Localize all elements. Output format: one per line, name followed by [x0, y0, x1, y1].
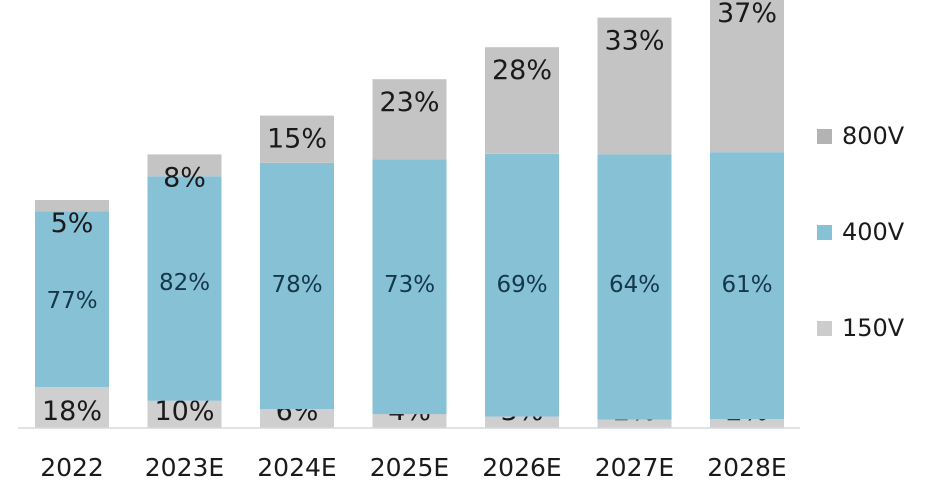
bar-segment-800v-2022 [35, 200, 109, 212]
bar-segment-150v-2028e [710, 419, 784, 428]
bar-segment-800v-2027e [597, 17, 672, 155]
data-label-400v-2025e: 73% [384, 272, 435, 298]
data-label-150v-2023e: 10% [154, 396, 214, 427]
bar-segment-150v-2027e [597, 419, 672, 428]
bar-group-2026e: 3%69%28% [485, 47, 559, 428]
legend-swatch-400v [817, 225, 832, 240]
bar-group-2025e: 4%73%23% [372, 79, 447, 428]
bar-segment-150v-2022 [35, 387, 109, 428]
x-tick-label-2028e: 2028E [707, 453, 786, 482]
bar-group-2028e: 2%61%37% [710, 0, 784, 428]
data-label-800v-2023e: 8% [163, 162, 206, 193]
bar-segment-800v-2025e [372, 79, 447, 160]
x-tick-label-2023e: 2023E [145, 453, 224, 482]
legend-swatch-800v [817, 129, 832, 144]
legend-item-800v: 800V [817, 122, 905, 150]
bar-segment-800v-2028e [710, 0, 784, 153]
bar-segment-400v-2025e [372, 159, 447, 415]
legend-swatch-150v [817, 321, 832, 336]
x-tick-label-2026e: 2026E [482, 453, 561, 482]
x-axis-tick-labels: 2022 2023E 2024E 2025E 2026E 2027E 2028E [40, 453, 787, 482]
x-tick-label-2024e: 2024E [257, 453, 336, 482]
bar-segment-800v-2026e [485, 47, 559, 154]
bar-segment-800v-2023e [147, 154, 222, 177]
data-label-400v-2027e: 64% [609, 272, 660, 298]
bar-group-2024e: 6%78%15% [260, 115, 334, 428]
data-label-400v-2026e: 69% [496, 272, 547, 298]
data-label-400v-2024e: 78% [271, 272, 322, 298]
bar-segment-400v-2028e [710, 152, 784, 420]
data-label-800v-2027e: 33% [604, 26, 664, 57]
bar-segment-150v-2024e [260, 409, 334, 428]
bar-segment-400v-2026e [485, 153, 559, 417]
legend-item-400v: 400V [817, 218, 905, 246]
bar-segment-400v-2027e [597, 154, 672, 420]
bar-group-2022: 18% 77% 5% [35, 200, 109, 428]
data-label-800v-2028e: 37% [717, 0, 777, 29]
bar-group-2023e: 10% 82% 8% [147, 154, 222, 428]
data-label-400v-2022: 77% [46, 288, 97, 314]
data-label-800v-2022: 5% [51, 208, 94, 239]
bars-layer: 18%77%5%10%82%8%6%78%15%4%73%23%3%69%28%… [35, 0, 784, 428]
x-tick-label-2027e: 2027E [595, 453, 674, 482]
bar-segment-400v-2024e [260, 163, 334, 410]
bar-segment-150v-2026e [485, 416, 559, 428]
data-label-800v-2026e: 28% [492, 55, 552, 86]
legend-item-150v: 150V [817, 314, 905, 342]
x-tick-label-2022: 2022 [40, 453, 104, 482]
bar-segment-400v-2023e [147, 176, 222, 401]
bar-group-2027e: 2%64%33% [597, 17, 672, 428]
legend-label-150v: 150V [842, 314, 905, 342]
data-label-800v-2024e: 15% [267, 124, 327, 155]
bar-segment-150v-2023e [147, 400, 222, 428]
data-label-800v-2025e: 23% [379, 87, 439, 118]
legend-label-400v: 400V [842, 218, 905, 246]
x-tick-label-2025e: 2025E [370, 453, 449, 482]
data-label-400v-2028e: 61% [721, 272, 772, 298]
legend-label-800v: 800V [842, 122, 905, 150]
bar-segment-400v-2022 [35, 211, 109, 387]
legend: 800V 400V 150V [817, 122, 905, 342]
data-label-150v-2022: 18% [42, 396, 102, 427]
bar-segment-800v-2024e [260, 115, 334, 163]
bar-segment-150v-2025e [372, 414, 447, 428]
data-label-400v-2023e: 82% [159, 270, 210, 296]
